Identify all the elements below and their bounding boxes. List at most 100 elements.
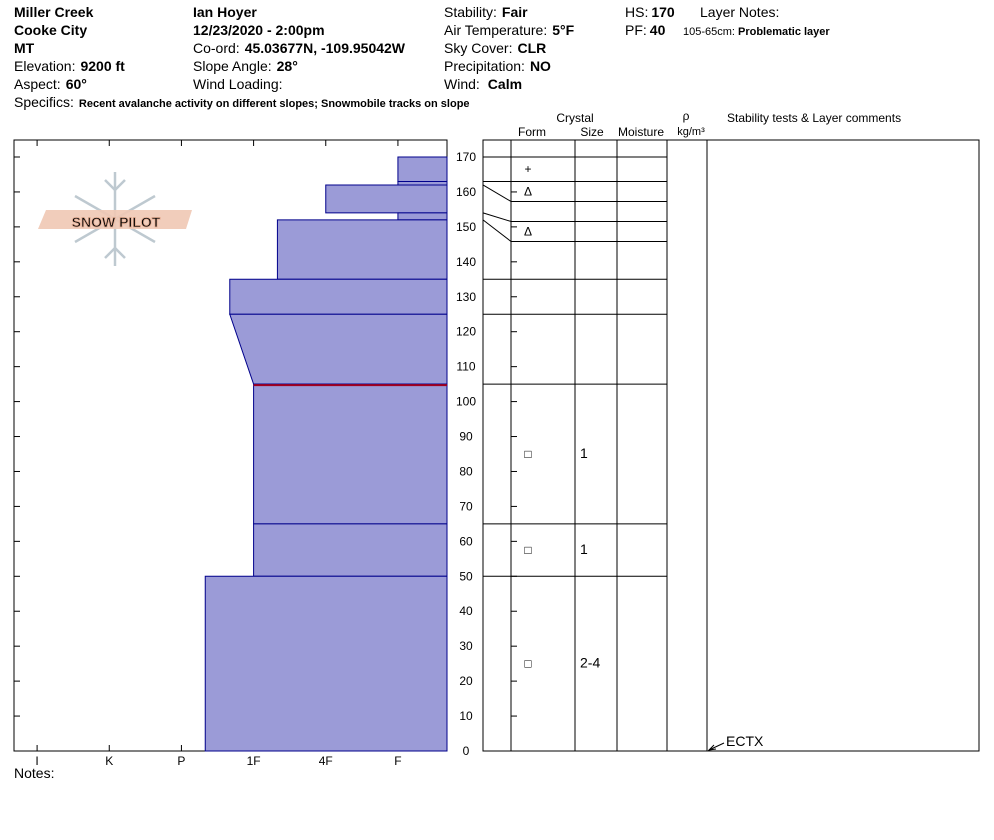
site: Miller Creek xyxy=(14,4,94,20)
table-frame xyxy=(482,139,980,752)
notes: Notes: xyxy=(14,765,54,781)
label: Wind: xyxy=(444,76,480,92)
hardness-layer xyxy=(397,180,448,186)
plot: 0 10 20 30 40 50 60 70 80 90 100 110 120 130 140 150 160… xyxy=(14,140,764,768)
datetime: 12/23/2020 - 2:00pm xyxy=(193,22,325,38)
hardness-layer xyxy=(229,278,448,315)
hardness-layer xyxy=(397,156,448,182)
coord: Co-ord: 45.03677N, -109.95042W xyxy=(193,40,406,56)
label: HS: xyxy=(625,4,648,20)
grain-size: 1 xyxy=(580,541,588,557)
label: PF: xyxy=(625,22,647,38)
y-tick-label: 20 xyxy=(459,674,473,688)
slope-angle: Slope Angle: 28° xyxy=(193,58,298,74)
moisture-header: Moisture xyxy=(618,125,664,139)
stability: Stability: Fair xyxy=(444,4,528,20)
density-header: ρ xyxy=(683,109,690,123)
specifics: Specifics: Recent avalanche activity on d… xyxy=(14,94,470,110)
hardness-layer xyxy=(229,313,448,385)
x-tick-label: I xyxy=(35,754,38,768)
value: 40 xyxy=(650,22,666,38)
y-tick-label: 160 xyxy=(456,185,476,199)
test-arrowhead xyxy=(707,744,717,751)
hardness-layer xyxy=(253,523,448,577)
aspect: Aspect: 60° xyxy=(14,76,87,92)
y-tick-label: 150 xyxy=(456,220,476,234)
grain-form: Δ xyxy=(524,184,532,198)
logo-band xyxy=(38,210,192,229)
grain-form: □ xyxy=(524,657,531,671)
header: Miller Creek Cooke City MT Elevation: 920… xyxy=(14,4,830,110)
form-header: Form xyxy=(518,125,546,139)
grain-form: + xyxy=(524,162,531,176)
value: 28° xyxy=(277,58,298,74)
label: Aspect: xyxy=(14,76,61,92)
y-tick-label: 100 xyxy=(456,395,476,409)
hardness-layer xyxy=(253,383,448,525)
table-header: Crystal Form Size Moisture ρ kg/m³ Stabi… xyxy=(518,109,901,139)
hs: HS: 170 xyxy=(625,4,675,20)
hardness-layer xyxy=(325,184,448,214)
y-tick-label: 40 xyxy=(459,604,473,618)
grain-size: 2-4 xyxy=(580,655,600,671)
layer-connector xyxy=(482,184,512,202)
y-tick-label: 130 xyxy=(456,290,476,304)
label: Stability: xyxy=(444,4,497,20)
y-tick-label: 60 xyxy=(459,534,473,548)
value: CLR xyxy=(517,40,546,56)
y-tick-label: 140 xyxy=(456,255,476,269)
layer-note: 105-65cm: Problematic layer xyxy=(683,26,830,38)
x-tick-label: P xyxy=(177,754,185,768)
value: 5°F xyxy=(552,22,574,38)
label: Sky Cover: xyxy=(444,40,512,56)
layer-notes-title: Layer Notes: xyxy=(700,4,779,20)
precipitation: Precipitation: NO xyxy=(444,58,551,74)
sky-cover: Sky Cover: CLR xyxy=(444,40,546,56)
value: 60° xyxy=(66,76,87,92)
x-tick-label: 1F xyxy=(247,754,261,768)
value: 170 xyxy=(651,4,675,20)
value: 9200 ft xyxy=(80,58,125,74)
y-tick-label: 70 xyxy=(459,499,473,513)
grain-form: □ xyxy=(524,447,531,461)
state: MT xyxy=(14,40,35,56)
y-tick-label: 10 xyxy=(459,709,473,723)
hardness-layer xyxy=(276,219,448,280)
elevation: Elevation: 9200 ft xyxy=(14,58,125,74)
hardness-layer xyxy=(204,575,448,752)
y-tick-label: 110 xyxy=(456,360,475,374)
logo-text: SNOW PILOT xyxy=(72,214,161,230)
range: 105-65cm: xyxy=(683,26,735,38)
x-tick-label: 4F xyxy=(319,754,333,768)
y-tick-label: 90 xyxy=(459,430,473,444)
x-tick-label: F xyxy=(394,754,401,768)
label: Slope Angle: xyxy=(193,58,272,74)
test-label: ECTX xyxy=(726,733,764,749)
area: Cooke City xyxy=(14,22,87,38)
value: 45.03677N, -109.95042W xyxy=(245,40,406,56)
y-tick-label: 120 xyxy=(456,325,476,339)
hardness-layer xyxy=(397,212,448,221)
test-arrow xyxy=(708,742,725,751)
y-tick-label: 170 xyxy=(456,150,476,164)
grain-form: Δ xyxy=(524,224,532,238)
value: Calm xyxy=(488,76,522,92)
grain-form: □ xyxy=(524,543,531,557)
density-unit: kg/m³ xyxy=(677,126,705,138)
value: Recent avalanche activity on different s… xyxy=(79,98,470,110)
wind: Wind: Calm xyxy=(444,76,522,92)
size-header: Size xyxy=(580,125,604,139)
label: Co-ord: xyxy=(193,40,240,56)
crystal-header: Crystal xyxy=(556,111,593,125)
y-tick-label: 30 xyxy=(459,639,473,653)
y-tick-label: 0 xyxy=(463,744,470,758)
layer-connector xyxy=(482,219,512,242)
grain-size: 1 xyxy=(580,445,588,461)
layer-connector xyxy=(482,212,512,222)
value: NO xyxy=(530,58,551,74)
observer: Ian Hoyer xyxy=(193,4,257,20)
pf: PF: 40 xyxy=(625,22,666,38)
label: Air Temperature: xyxy=(444,22,547,38)
label: Precipitation: xyxy=(444,58,525,74)
